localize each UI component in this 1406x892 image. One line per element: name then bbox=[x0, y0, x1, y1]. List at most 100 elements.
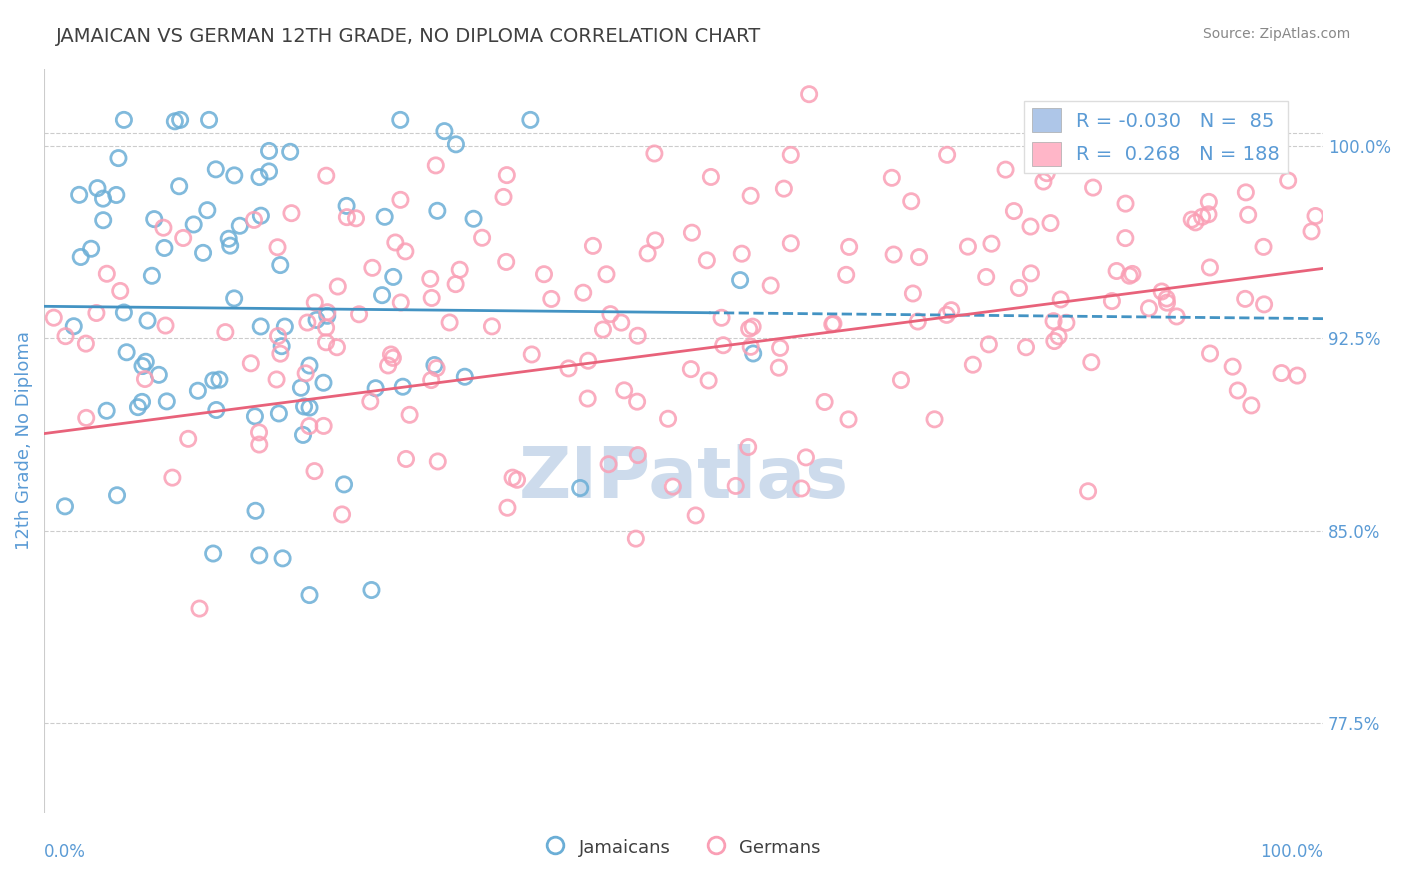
Point bbox=[143, 212, 166, 227]
Y-axis label: 12th Grade, No Diploma: 12th Grade, No Diploma bbox=[15, 332, 32, 550]
Point bbox=[520, 347, 543, 361]
Point bbox=[67, 187, 90, 202]
Point bbox=[219, 238, 242, 252]
Point bbox=[724, 479, 747, 493]
Point bbox=[1054, 316, 1077, 330]
Point bbox=[134, 372, 156, 386]
Point bbox=[449, 262, 471, 277]
Point bbox=[1047, 329, 1070, 343]
Point bbox=[935, 308, 957, 322]
Point bbox=[80, 242, 103, 256]
Point bbox=[1184, 215, 1206, 229]
Point bbox=[1150, 285, 1173, 299]
Point bbox=[773, 181, 796, 195]
Point bbox=[880, 170, 903, 185]
Point bbox=[364, 381, 387, 395]
Point bbox=[797, 87, 820, 102]
Point bbox=[298, 588, 321, 602]
Point bbox=[202, 373, 225, 387]
Point bbox=[204, 162, 226, 177]
Point bbox=[381, 351, 404, 365]
Legend: Jamaicans, Germans: Jamaicans, Germans bbox=[538, 831, 828, 863]
Point bbox=[274, 319, 297, 334]
Point bbox=[994, 162, 1017, 177]
Point bbox=[454, 369, 477, 384]
Point bbox=[495, 168, 517, 182]
Point bbox=[75, 336, 97, 351]
Point bbox=[131, 359, 153, 373]
Point bbox=[198, 112, 221, 127]
Point bbox=[269, 258, 291, 272]
Point bbox=[243, 213, 266, 227]
Point bbox=[463, 211, 485, 226]
Point bbox=[380, 347, 402, 361]
Point bbox=[167, 179, 190, 194]
Point bbox=[267, 407, 290, 421]
Point bbox=[336, 199, 359, 213]
Point bbox=[172, 231, 194, 245]
Point bbox=[1115, 196, 1137, 211]
Point bbox=[644, 233, 666, 247]
Point bbox=[361, 260, 384, 275]
Point bbox=[42, 310, 65, 325]
Point bbox=[1105, 264, 1128, 278]
Point bbox=[148, 368, 170, 382]
Point bbox=[883, 247, 905, 261]
Point bbox=[1199, 260, 1222, 275]
Point bbox=[1187, 152, 1209, 166]
Point bbox=[155, 318, 177, 333]
Point bbox=[96, 267, 118, 281]
Point bbox=[506, 473, 529, 487]
Point bbox=[907, 314, 929, 328]
Point bbox=[890, 373, 912, 387]
Point bbox=[1286, 368, 1309, 383]
Text: Source: ZipAtlas.com: Source: ZipAtlas.com bbox=[1202, 27, 1350, 41]
Point bbox=[389, 112, 412, 127]
Point bbox=[183, 218, 205, 232]
Point bbox=[901, 286, 924, 301]
Point bbox=[1166, 310, 1188, 324]
Point bbox=[326, 279, 349, 293]
Point bbox=[1008, 281, 1031, 295]
Point bbox=[136, 313, 159, 327]
Point bbox=[86, 306, 108, 320]
Point bbox=[91, 192, 114, 206]
Point bbox=[96, 403, 118, 417]
Point bbox=[1156, 292, 1178, 306]
Point bbox=[728, 273, 751, 287]
Point bbox=[315, 335, 337, 350]
Point bbox=[266, 240, 288, 254]
Point bbox=[1101, 294, 1123, 309]
Point bbox=[419, 272, 441, 286]
Point bbox=[156, 394, 179, 409]
Point bbox=[1062, 136, 1084, 150]
Point bbox=[599, 307, 621, 321]
Point bbox=[377, 359, 399, 373]
Point bbox=[333, 477, 356, 491]
Point bbox=[1253, 240, 1275, 254]
Point bbox=[598, 457, 620, 471]
Point bbox=[208, 373, 231, 387]
Text: ZIPatlas: ZIPatlas bbox=[519, 443, 849, 513]
Point bbox=[613, 384, 636, 398]
Point bbox=[294, 367, 316, 381]
Point bbox=[86, 181, 108, 195]
Point bbox=[924, 412, 946, 426]
Point bbox=[62, 319, 84, 334]
Point bbox=[135, 355, 157, 369]
Point bbox=[360, 582, 382, 597]
Point bbox=[557, 361, 579, 376]
Point bbox=[112, 112, 135, 127]
Point bbox=[679, 362, 702, 376]
Point bbox=[115, 345, 138, 359]
Point bbox=[249, 170, 271, 185]
Point bbox=[153, 241, 176, 255]
Point bbox=[835, 268, 858, 282]
Point bbox=[492, 190, 515, 204]
Point bbox=[956, 239, 979, 253]
Point bbox=[572, 285, 595, 300]
Point bbox=[257, 164, 280, 178]
Point bbox=[280, 206, 302, 220]
Point bbox=[336, 210, 359, 224]
Point bbox=[790, 482, 813, 496]
